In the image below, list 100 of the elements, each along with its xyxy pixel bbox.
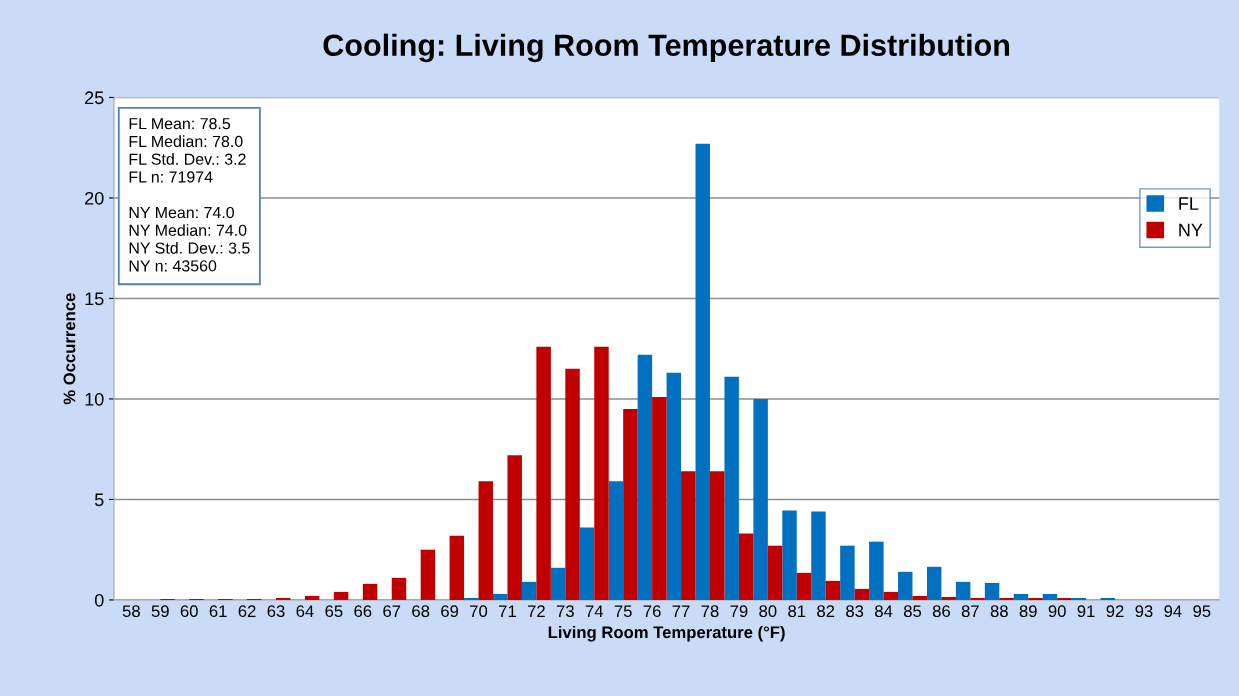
text: FL Mean: 78.5 FL Median: 78.0 FL Std. Dev.: 3.2 FL n: 71974 NY Mean: 74.0 NY Median: 74.0 NY Std. Dev.: 3.5 NY n: 43560 <box>129 117 250 272</box>
y-tick-label: 25 <box>85 91 104 105</box>
bar <box>579 527 595 600</box>
bar <box>984 582 1000 600</box>
x-tick-label: 62 <box>238 605 256 618</box>
x-tick-label: 71 <box>499 605 516 617</box>
x-tick-label: 95 <box>1193 605 1211 618</box>
x-tick-label: 65 <box>325 605 343 618</box>
bar <box>637 354 653 600</box>
x-tick-label: 88 <box>990 605 1008 618</box>
x-tick-label: 82 <box>817 605 835 618</box>
x-tick-label: 89 <box>1019 605 1037 618</box>
bar <box>550 567 566 600</box>
bar <box>782 510 797 600</box>
x-tick-label: 77 <box>672 605 690 617</box>
y-tick-label: 20 <box>85 191 104 205</box>
x-tick-label: 67 <box>383 605 401 618</box>
bar <box>854 588 870 600</box>
bar <box>883 591 899 600</box>
bar <box>767 545 783 600</box>
x-tick-label: 69 <box>441 605 459 618</box>
bar <box>594 346 609 600</box>
bar <box>304 595 320 600</box>
x-tick-label: 63 <box>267 605 285 618</box>
x-tick-label: 73 <box>556 605 574 618</box>
x-tick-label: 68 <box>412 605 430 618</box>
bar <box>681 471 696 600</box>
x-tick-label: 85 <box>903 605 922 618</box>
bar <box>724 376 739 600</box>
x-tick-label: 59 <box>151 605 169 618</box>
bar <box>1028 597 1043 600</box>
x-tick-label: 70 <box>470 605 488 618</box>
x-tick-label: 83 <box>846 605 864 618</box>
bar <box>652 396 667 600</box>
y-tick-label: 0 <box>94 593 104 607</box>
bar <box>970 597 985 600</box>
bar <box>709 471 725 600</box>
x-tick-label: 91 <box>1077 605 1095 618</box>
x-tick-label: 61 <box>209 605 227 618</box>
bar <box>362 583 378 600</box>
bar <box>1042 593 1058 600</box>
bar <box>898 571 913 600</box>
y-tick-label: 5 <box>94 493 104 507</box>
bar <box>1057 597 1072 600</box>
x-tick-label: 60 <box>180 605 198 618</box>
bar <box>608 481 624 600</box>
bar <box>420 549 436 600</box>
x-tick-label: 72 <box>527 605 545 617</box>
bar <box>926 566 942 600</box>
bar <box>333 591 349 600</box>
x-tick-label: 87 <box>961 605 979 618</box>
bar <box>840 545 855 600</box>
bar <box>521 581 537 600</box>
y-tick-label: 15 <box>85 292 104 306</box>
x-tick-label: 81 <box>788 605 806 618</box>
x-tick-label: 78 <box>701 605 719 618</box>
bar <box>825 580 841 600</box>
x-tick-label: 84 <box>875 605 893 618</box>
bar <box>695 143 710 600</box>
chart-title: Cooling: Living Room Temperature Distribution <box>323 33 1010 63</box>
bar <box>507 455 522 600</box>
x-axis-title: Living Room Temperature (°F) <box>548 625 785 642</box>
x-tick-label: 64 <box>296 605 314 618</box>
bar <box>464 597 479 600</box>
bar <box>869 541 884 600</box>
bar <box>738 533 754 600</box>
bar <box>1071 597 1087 600</box>
bar <box>492 593 508 600</box>
bar <box>955 581 971 600</box>
bar <box>796 572 812 600</box>
bar <box>999 597 1014 600</box>
y-axis-title: % Occurrence <box>63 293 76 405</box>
bar <box>811 511 826 600</box>
x-tick-label: 86 <box>932 605 950 618</box>
x-tick-label: 66 <box>354 605 372 618</box>
bar <box>941 596 956 600</box>
x-tick-label: 80 <box>759 605 777 618</box>
bar <box>276 597 291 600</box>
bar <box>565 368 580 600</box>
x-tick-label: 79 <box>730 605 748 618</box>
x-tick-label: 94 <box>1164 605 1182 618</box>
bar <box>449 535 465 600</box>
legend-label: FL <box>1179 197 1199 210</box>
x-tick-label: 76 <box>643 605 661 618</box>
x-tick-label: 58 <box>122 605 140 618</box>
x-tick-label: 74 <box>585 605 604 617</box>
bar <box>478 481 493 600</box>
x-tick-label: 75 <box>614 605 632 618</box>
bar <box>912 595 927 600</box>
bar <box>666 372 682 600</box>
bar <box>536 346 551 600</box>
x-tick-label: 93 <box>1135 605 1153 618</box>
x-tick-label: 92 <box>1106 605 1124 618</box>
bar <box>1013 593 1029 600</box>
bar <box>753 398 768 600</box>
legend-label: NY <box>1179 223 1203 237</box>
bar <box>1100 597 1116 600</box>
x-tick-label: 90 <box>1048 605 1066 618</box>
y-tick-label: 10 <box>85 392 104 406</box>
bar <box>391 577 407 600</box>
